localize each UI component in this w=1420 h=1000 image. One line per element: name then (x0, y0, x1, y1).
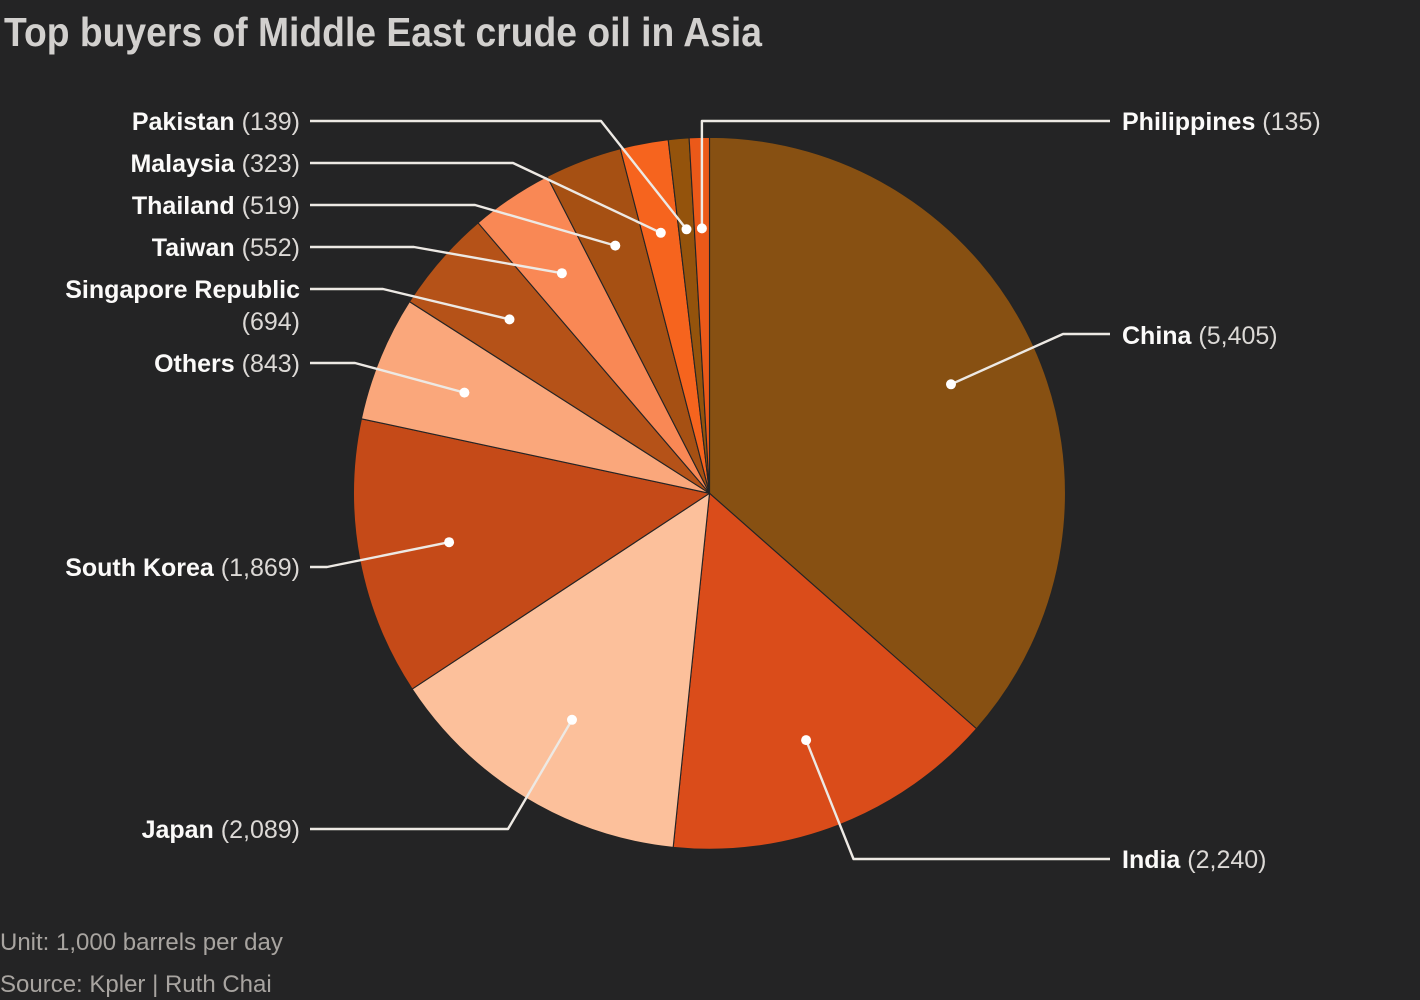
svg-text:Thailand (519): Thailand (519) (132, 192, 300, 220)
svg-text:India (2,240): India (2,240) (1122, 846, 1267, 874)
svg-text:South Korea (1,869): South Korea (1,869) (65, 554, 300, 582)
svg-text:Japan (2,089): Japan (2,089) (142, 816, 300, 844)
svg-text:Taiwan (552): Taiwan (552) (152, 234, 300, 262)
svg-text:Malaysia (323): Malaysia (323) (130, 150, 300, 178)
svg-text:(694): (694) (242, 308, 300, 336)
svg-text:Top buyers of Middle East crud: Top buyers of Middle East crude oil in A… (4, 9, 763, 55)
svg-text:Unit: 1,000 barrels per day: Unit: 1,000 barrels per day (0, 929, 283, 956)
svg-text:Pakistan (139): Pakistan (139) (132, 108, 300, 136)
svg-text:Others (843): Others (843) (154, 350, 300, 378)
svg-text:China (5,405): China (5,405) (1122, 322, 1278, 350)
svg-text:Source: Kpler | Ruth Chai: Source: Kpler | Ruth Chai (0, 971, 272, 998)
svg-text:Singapore Republic: Singapore Republic (65, 276, 300, 304)
svg-text:Philippines (135): Philippines (135) (1122, 108, 1321, 136)
